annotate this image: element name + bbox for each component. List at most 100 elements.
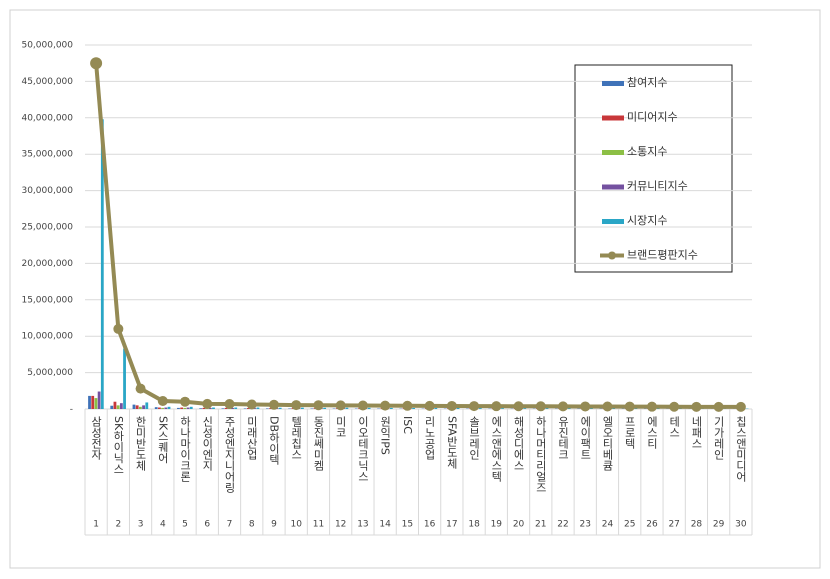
bar — [212, 407, 215, 409]
line-marker — [624, 401, 635, 412]
bar — [116, 405, 120, 409]
y-tick-label: 25,000,000 — [21, 223, 73, 233]
bar — [246, 408, 250, 409]
line-marker — [113, 323, 124, 334]
legend-label: 시장지수 — [627, 214, 667, 227]
bar — [456, 407, 460, 409]
bar — [142, 405, 145, 409]
x-tick-label: 하나마이크론 — [179, 415, 192, 482]
rank-label: 13 — [357, 520, 368, 530]
bar — [180, 407, 184, 409]
bar — [301, 407, 304, 409]
bar — [345, 407, 349, 409]
bar — [161, 407, 165, 409]
x-tick-label: 칩스앤미디어 — [734, 416, 747, 483]
line-marker — [157, 395, 168, 406]
rank-label: 12 — [335, 520, 346, 530]
line-marker — [513, 401, 524, 412]
bar — [278, 407, 282, 409]
y-tick-label: 15,000,000 — [21, 295, 73, 305]
line-marker — [669, 401, 680, 412]
bar — [135, 405, 139, 409]
x-tick-label: 동진쎄미켐 — [312, 416, 325, 471]
y-tick-label: 5,000,000 — [27, 368, 73, 378]
rank-label: 17 — [446, 520, 457, 530]
rank-label: 19 — [491, 520, 503, 530]
x-tick-label: 주성엔지니어링 — [223, 416, 236, 493]
rank-label: 11 — [313, 520, 324, 530]
x-tick-label: 리노공업 — [423, 416, 436, 460]
bar — [224, 407, 228, 409]
line-marker — [335, 400, 346, 411]
bar — [478, 408, 482, 409]
bar — [545, 408, 549, 409]
rank-label: 16 — [424, 520, 436, 530]
line-marker — [380, 400, 391, 411]
line-marker — [469, 401, 480, 412]
bar — [164, 407, 168, 409]
rank-label: 7 — [227, 520, 233, 530]
x-tick-label: 미코 — [334, 416, 347, 438]
bar — [91, 395, 95, 409]
legend-swatch — [602, 115, 624, 121]
rank-label: 21 — [535, 520, 546, 530]
rank-label: 28 — [691, 520, 703, 530]
legend-label: 브랜드평판지수 — [627, 249, 698, 262]
line-marker — [90, 57, 103, 70]
x-tick-label: 하나머티리얼즈 — [534, 415, 547, 493]
x-tick-label: 텔레칩스 — [290, 416, 303, 460]
y-tick-label: 45,000,000 — [21, 77, 73, 87]
line-marker — [691, 401, 702, 412]
rank-label: 22 — [557, 520, 568, 530]
bar — [110, 405, 114, 409]
bar — [590, 408, 593, 409]
line-marker — [491, 401, 502, 412]
legend-label: 커뮤니티지수 — [627, 180, 688, 193]
line-marker — [735, 401, 746, 412]
legend-swatch — [602, 219, 624, 224]
line-marker — [291, 400, 302, 411]
bar — [202, 407, 206, 409]
bar — [123, 348, 126, 409]
bar — [656, 408, 660, 409]
rank-label: 30 — [735, 520, 747, 530]
bar — [158, 407, 161, 409]
x-tick-label: 네패스 — [690, 416, 703, 449]
line-marker — [313, 400, 324, 411]
x-tick-label: DB하이텍 — [267, 416, 280, 465]
legend-label: 미디어지수 — [627, 111, 678, 124]
legend-label: 소통지수 — [627, 145, 667, 158]
line-marker — [446, 400, 457, 411]
line-marker — [580, 401, 591, 412]
rank-label: 15 — [402, 520, 413, 530]
bar — [88, 395, 91, 409]
x-tick-label: 기가레인 — [712, 416, 725, 460]
bar — [288, 408, 292, 409]
bar — [208, 407, 212, 409]
line-marker — [535, 401, 546, 412]
line-marker — [424, 400, 435, 411]
bar — [199, 408, 203, 409]
bar — [269, 408, 272, 409]
bar — [189, 406, 193, 409]
bar — [612, 408, 616, 409]
x-tick-label: 미래산업 — [245, 416, 258, 460]
y-tick-label: 10,000,000 — [21, 332, 73, 342]
legend-label: 참여지수 — [627, 76, 667, 89]
x-tick-label: 삼성전자 — [90, 416, 103, 460]
rank-label: 14 — [379, 520, 391, 530]
x-tick-label: SK하이닉스 — [112, 416, 125, 474]
rank-label: 27 — [668, 520, 679, 530]
line-marker — [180, 396, 191, 407]
bar — [501, 408, 504, 409]
line-marker — [246, 399, 257, 410]
rank-label: 8 — [249, 520, 255, 530]
rank-label: 20 — [513, 520, 525, 530]
x-tick-label: 프로텍 — [623, 416, 636, 449]
x-tick-label: 신성이엔지 — [201, 416, 214, 471]
bar — [183, 407, 187, 409]
rank-label: 23 — [580, 520, 591, 530]
bar — [138, 406, 142, 409]
line-marker — [558, 401, 569, 412]
